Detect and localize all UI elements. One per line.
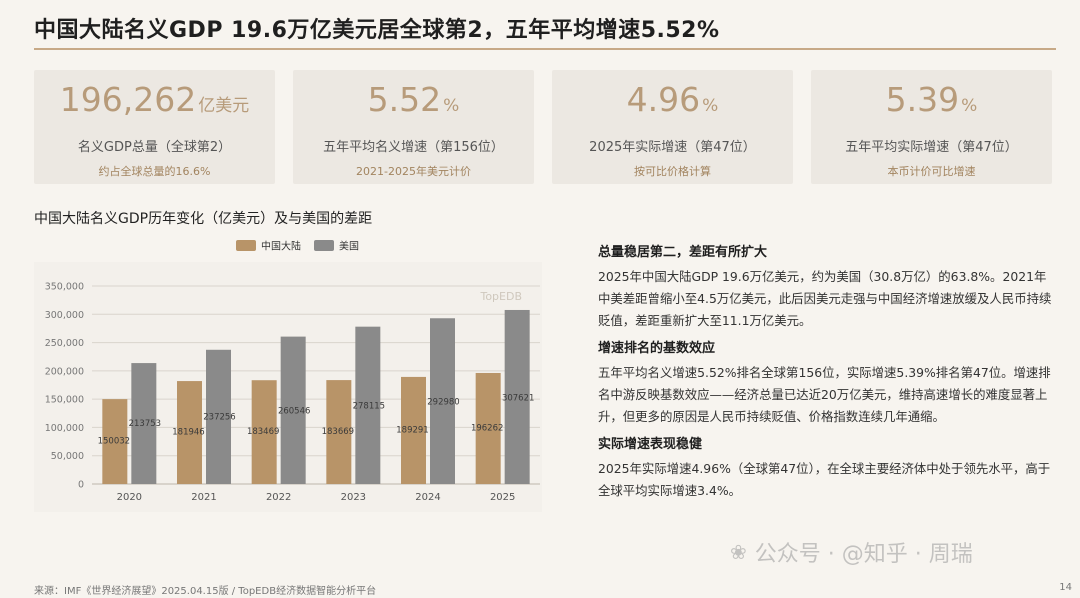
kpi-unit: %	[443, 96, 460, 116]
chart-watermark: TopEDB	[479, 290, 522, 303]
watermark: ❀ 公众号 · @知乎 · 周瑞	[730, 536, 973, 568]
x-tick-label: 2022	[266, 492, 291, 503]
y-tick-label: 150,000	[45, 395, 84, 406]
wechat-icon: ❀	[730, 540, 747, 564]
watermark-text: 公众号 · @知乎 · 周瑞	[754, 542, 973, 567]
y-tick-label: 0	[78, 480, 84, 491]
bar-china	[102, 399, 128, 484]
legend-swatch	[236, 240, 256, 251]
bar-china	[326, 380, 352, 484]
title-divider	[34, 48, 1056, 50]
kpi-unit: %	[702, 96, 719, 116]
bar-value-label: 183669	[322, 427, 354, 437]
bar-value-label: 213753	[129, 419, 161, 429]
x-tick-label: 2021	[191, 492, 216, 503]
kpi-unit: %	[961, 96, 978, 116]
section-body: 五年平均名义增速5.52%排名全球第156位，实际增速5.39%排名第47位。增…	[598, 365, 1051, 424]
kpi-note: 约占全球总量的16.6%	[98, 165, 211, 178]
kpi-note: 2021-2025年美元计价	[356, 165, 471, 178]
kpi-number: 5.39	[885, 80, 960, 119]
bar-value-label: 278115	[353, 401, 385, 411]
bar-value-label: 181946	[172, 428, 204, 438]
kpi-card-gdp-total: 196,262 亿美元 名义GDP总量（全球第2） 约占全球总量的16.6%	[34, 70, 275, 184]
kpi-number: 196,262	[59, 80, 197, 119]
kpi-value: 5.39%	[886, 80, 978, 126]
bar-china	[177, 381, 202, 484]
y-tick-label: 100,000	[45, 423, 84, 434]
kpi-number: 4.96	[626, 80, 701, 119]
bar-usa	[504, 309, 530, 484]
bar-value-label: 183469	[247, 427, 279, 437]
y-tick-label: 50,000	[51, 451, 84, 462]
footer-source: 来源：IMF《世界经济展望》2025.04.15版 / TopEDB经济数据智能…	[34, 586, 377, 597]
kpi-value: 196,262 亿美元	[60, 80, 249, 126]
bar-value-label: 196262	[471, 424, 503, 434]
bar-usa	[355, 326, 381, 484]
y-tick-label: 200,000	[45, 366, 84, 377]
kpi-label: 五年平均名义增速（第156位）	[323, 140, 504, 155]
bar-usa	[430, 318, 455, 484]
kpi-unit: 亿美元	[198, 96, 250, 116]
analysis-section: 总量稳居第二，差距有所扩大 2025年中国大陆GDP 19.6万亿美元，约为美国…	[598, 242, 1058, 332]
page-number: 14	[1059, 582, 1072, 593]
kpi-note: 按可比价格计算	[634, 165, 711, 178]
section-heading: 增速排名的基数效应	[598, 341, 716, 356]
x-tick-label: 2024	[415, 492, 440, 503]
bar-china	[251, 380, 277, 484]
bar-china	[401, 376, 426, 484]
section-body: 2025年实际增速4.96%（全球第47位），在全球主要经济体中处于领先水平，高…	[598, 461, 1051, 498]
bar-usa	[280, 336, 306, 484]
kpi-label: 名义GDP总量（全球第2）	[77, 140, 232, 155]
legend-swatch	[314, 240, 334, 251]
x-tick-label: 2023	[341, 492, 366, 503]
section-heading: 实际增速表现稳健	[598, 437, 703, 452]
kpi-label: 五年平均实际增速（第47位）	[845, 140, 1018, 155]
bar-usa	[206, 349, 231, 484]
bar-value-label: 189291	[396, 426, 428, 436]
chart-svg: 0 50,000 100,000 150,000 200,000 250,000 300,0…	[34, 240, 542, 512]
kpi-row: 196,262 亿美元 名义GDP总量（全球第2） 约占全球总量的16.6% 5.…	[34, 70, 1052, 184]
kpi-value: 5.52%	[368, 80, 460, 126]
bar-china	[475, 372, 501, 484]
bar-usa	[131, 363, 157, 484]
x-tick-label: 2020	[117, 492, 142, 503]
kpi-label: 2025年实际增速（第47位）	[589, 140, 756, 155]
bar-value-label: 237256	[203, 413, 235, 423]
kpi-card-nominal-growth: 5.52% 五年平均名义增速（第156位） 2021-2025年美元计价	[293, 70, 534, 184]
chart-title: 中国大陆名义GDP历年变化（亿美元）及与美国的差距	[34, 211, 373, 227]
section-heading: 总量稳居第二，差距有所扩大	[598, 245, 768, 260]
bar-value-label: 292980	[427, 397, 459, 407]
kpi-card-real-growth-avg: 5.39% 五年平均实际增速（第47位） 本币计价可比增速	[811, 70, 1052, 184]
kpi-note: 本币计价可比增速	[887, 165, 976, 178]
kpi-value: 4.96%	[627, 80, 719, 126]
bar-value-label: 150032	[98, 436, 130, 446]
section-body: 2025年中国大陆GDP 19.6万亿美元，约为美国（30.8万亿）的63.8%…	[598, 269, 1052, 328]
page-title: 中国大陆名义GDP 19.6万亿美元居全球第2，五年平均增速5.52%	[34, 18, 720, 43]
y-tick-label: 250,000	[45, 338, 84, 349]
y-tick-label: 350,000	[45, 282, 84, 293]
gdp-bar-chart: 0 50,000 100,000 150,000 200,000 250,000 300,0…	[34, 230, 542, 512]
legend-label: 中国大陆	[261, 240, 301, 253]
legend-label: 美国	[339, 240, 359, 253]
x-tick-label: 2025	[490, 492, 515, 503]
kpi-card-real-growth-2025: 4.96% 2025年实际增速（第47位） 按可比价格计算	[552, 70, 793, 184]
bar-value-label: 307621	[502, 393, 534, 403]
analysis-section: 增速排名的基数效应 五年平均名义增速5.52%排名全球第156位，实际增速5.3…	[598, 338, 1058, 428]
analysis-section: 实际增速表现稳健 2025年实际增速4.96%（全球第47位），在全球主要经济体…	[598, 434, 1058, 502]
kpi-number: 5.52	[367, 80, 442, 119]
bar-value-label: 260546	[278, 406, 310, 416]
analysis-panel: 总量稳居第二，差距有所扩大 2025年中国大陆GDP 19.6万亿美元，约为美国…	[598, 242, 1058, 508]
y-tick-label: 300,000	[45, 310, 84, 321]
